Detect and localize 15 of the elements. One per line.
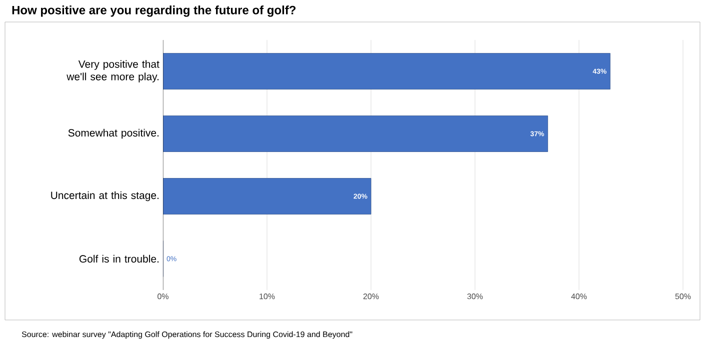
x-tick-label: 10% xyxy=(260,294,275,300)
bar xyxy=(163,178,372,214)
y-tick-label: Golf is in trouble. xyxy=(79,254,158,263)
chart-title: How positive are you regarding the future of golf? xyxy=(12,6,296,17)
x-tick-label: 50% xyxy=(675,294,691,300)
y-tick-label: Uncertain at this stage. xyxy=(51,191,158,202)
bar xyxy=(163,116,548,152)
source-note: Source: webinar survey "Adapting Golf Operations for Success During Covid-19 and Beyond" xyxy=(22,331,352,339)
bar xyxy=(163,53,610,90)
x-tick-label: 30% xyxy=(467,294,483,300)
x-tick-label: 0% xyxy=(158,294,168,300)
y-tick-label: Somewhat positive. xyxy=(68,128,158,139)
y-tick-label: Very positive that we'll see more play. xyxy=(66,60,160,82)
x-tick-label: 40% xyxy=(571,294,587,300)
x-tick-label: 20% xyxy=(363,294,379,300)
